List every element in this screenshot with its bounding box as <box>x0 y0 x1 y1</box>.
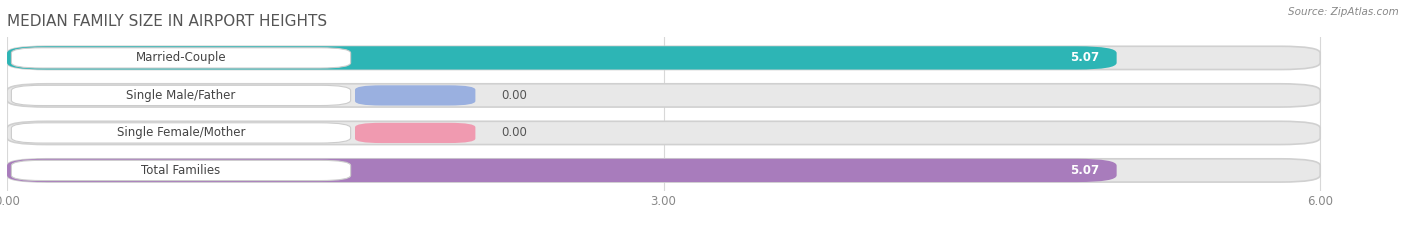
FancyBboxPatch shape <box>354 85 475 106</box>
Text: 5.07: 5.07 <box>1070 51 1099 64</box>
Text: 0.00: 0.00 <box>502 89 527 102</box>
FancyBboxPatch shape <box>11 160 350 181</box>
Text: MEDIAN FAMILY SIZE IN AIRPORT HEIGHTS: MEDIAN FAMILY SIZE IN AIRPORT HEIGHTS <box>7 14 328 29</box>
FancyBboxPatch shape <box>7 159 1320 182</box>
FancyBboxPatch shape <box>7 121 1320 144</box>
FancyBboxPatch shape <box>7 84 1320 107</box>
FancyBboxPatch shape <box>11 123 350 143</box>
FancyBboxPatch shape <box>11 85 350 106</box>
FancyBboxPatch shape <box>354 123 475 143</box>
Text: Source: ZipAtlas.com: Source: ZipAtlas.com <box>1288 7 1399 17</box>
FancyBboxPatch shape <box>7 46 1116 69</box>
Text: 5.07: 5.07 <box>1070 164 1099 177</box>
Text: Single Female/Mother: Single Female/Mother <box>117 127 245 139</box>
Text: 0.00: 0.00 <box>502 127 527 139</box>
Text: Total Families: Total Families <box>142 164 221 177</box>
Text: Married-Couple: Married-Couple <box>136 51 226 64</box>
Text: Single Male/Father: Single Male/Father <box>127 89 236 102</box>
FancyBboxPatch shape <box>11 48 350 68</box>
FancyBboxPatch shape <box>7 159 1116 182</box>
FancyBboxPatch shape <box>7 46 1320 69</box>
